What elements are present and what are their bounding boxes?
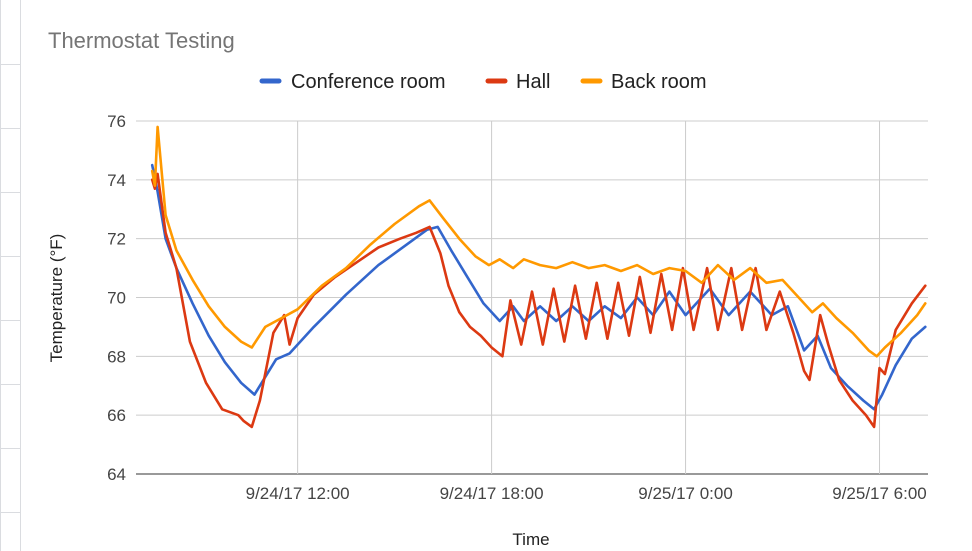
sheet-row-line (0, 448, 20, 449)
y-tick-label: 74 (107, 171, 126, 190)
y-tick-label: 76 (107, 112, 126, 131)
legend-item-back-room[interactable]: Back room (580, 71, 707, 93)
x-axis-ticks: 9/24/17 12:00 9/24/17 18:00 9/25/17 0:00 9/… (246, 484, 927, 503)
legend-label: Conference room (291, 71, 446, 93)
sheet-row-line (0, 64, 20, 65)
x-tick-label: 9/24/17 18:00 (440, 484, 544, 503)
y-tick-label: 64 (107, 465, 126, 484)
sheet-row-line (0, 128, 20, 129)
y-tick-label: 68 (107, 347, 126, 366)
sheet-column-line (0, 0, 1, 551)
sheet-row-line (0, 384, 20, 385)
legend-label: Hall (516, 71, 550, 93)
legend-item-conference-room[interactable]: Conference room (259, 71, 446, 93)
legend-item-hall[interactable]: Hall (485, 71, 550, 93)
series-line-conference-room[interactable] (150, 163, 927, 411)
y-tick-label: 72 (107, 230, 126, 249)
y-axis-label: Temperature (°F) (47, 234, 66, 363)
series-line-back-room[interactable] (150, 125, 927, 358)
x-tick-label: 9/25/17 6:00 (832, 484, 927, 503)
x-tick-label: 9/25/17 0:00 (638, 484, 733, 503)
y-tick-label: 66 (107, 406, 126, 425)
series-layer (150, 125, 927, 429)
x-axis-label: Time (512, 530, 549, 549)
y-axis-ticks: 64 66 68 70 72 74 76 (107, 112, 126, 484)
x-tick-label: 9/24/17 12:00 (246, 484, 350, 503)
legend-label: Back room (611, 71, 707, 93)
series-line-hall[interactable] (150, 172, 927, 429)
sheet-row-line (0, 320, 20, 321)
y-tick-label: 70 (107, 289, 126, 308)
legend[interactable]: Conference room Hall Back room (259, 71, 707, 93)
sheet-row-line (0, 512, 20, 513)
sheet-row-line (0, 192, 20, 193)
sheet-row-line (0, 256, 20, 257)
chart-title: Thermostat Testing (48, 28, 235, 53)
